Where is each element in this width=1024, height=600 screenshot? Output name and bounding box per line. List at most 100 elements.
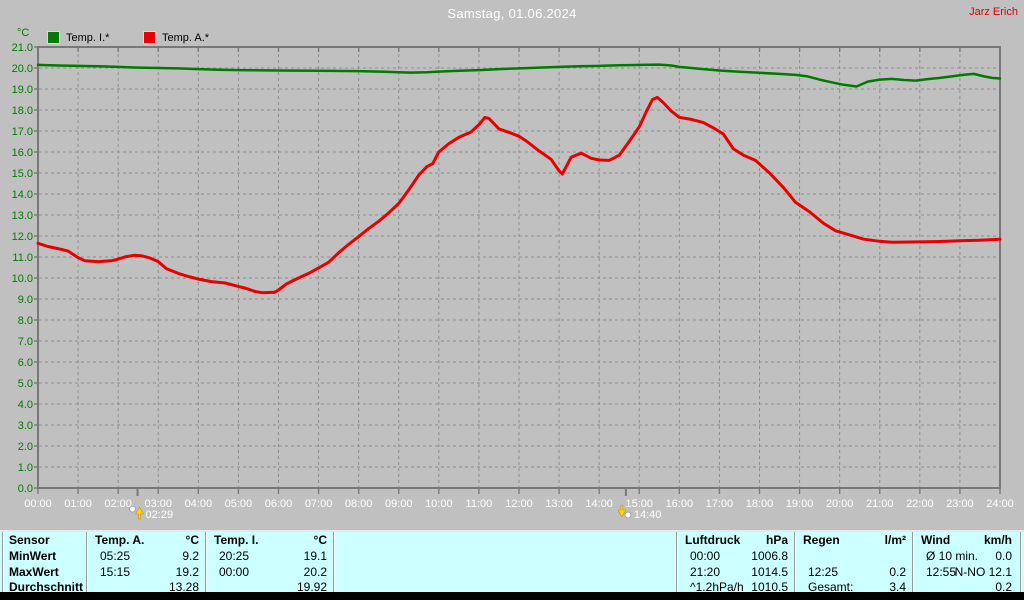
x-tick-label: 10:00 [425, 498, 453, 510]
stat-value: 0.2 [889, 565, 906, 579]
x-tick-label: 17:00 [706, 498, 734, 510]
stat-time-value: 00:00 [219, 565, 250, 579]
x-tick-label: 18:00 [746, 498, 774, 510]
table-divider [2, 532, 4, 594]
stat-col-unit: km/h [983, 533, 1012, 547]
table-divider [333, 532, 335, 594]
stat-value: 9.2 [182, 549, 199, 563]
stat-value: 19.92 [296, 580, 327, 594]
page-title: Samstag, 01.06.2024 [447, 6, 577, 21]
stat-value: 1006.8 [751, 549, 788, 563]
stat-value: 0.2 [995, 580, 1012, 594]
table-divider [205, 532, 207, 594]
bottom-bar [0, 592, 1024, 600]
stat-time-value: 05:25 [100, 549, 131, 563]
marker-time-label: 02:29 [146, 509, 174, 521]
x-tick-label: 21:00 [866, 498, 894, 510]
x-tick-label: 19:00 [786, 498, 814, 510]
x-tick-label: 15:00 [625, 498, 653, 510]
stat-col-header: Wind [921, 533, 951, 547]
x-tick-label: 13:00 [545, 498, 573, 510]
y-tick-label: 10.0 [12, 273, 33, 285]
y-tick-label: 6.0 [18, 357, 33, 369]
stat-time-value: 21:20 [690, 565, 721, 579]
x-tick-label: 01:00 [64, 498, 92, 510]
marker-time-label: 14:40 [634, 509, 662, 521]
x-tick-label: 12:00 [505, 498, 533, 510]
table-divider [1020, 532, 1022, 594]
stat-col-header: Temp. I. [214, 533, 259, 547]
x-tick-label: 14:00 [585, 498, 613, 510]
x-tick-label: 08:00 [345, 498, 373, 510]
stat-row-label: Durchschnitt [9, 580, 84, 594]
stat-value: 19.1 [303, 549, 327, 563]
sunrise-icon [129, 505, 136, 513]
legend-label-temp-inside: Temp. I.* [66, 31, 110, 44]
stat-row-label: Sensor [9, 533, 50, 547]
sunset-arrow-icon [617, 504, 627, 518]
x-tick-label: 04:00 [185, 498, 213, 510]
stat-time-value: Gesamt: [808, 580, 854, 594]
author-label: Jarz Erich [969, 6, 1018, 18]
stat-time-value: 12:25 [808, 565, 839, 579]
temperature-chart: 0.0 1.0 2.0 3.0 4.0 5.0 6.0 7.0 8.0 9.0 10.0 11.0 12… [12, 42, 1014, 521]
y-tick-label: 17.0 [12, 126, 33, 138]
x-tick-label: 22:00 [906, 498, 934, 510]
y-tick-label: 12.0 [12, 231, 33, 243]
table-divider [912, 532, 914, 594]
y-tick-label: 15.0 [12, 168, 33, 180]
stats-table: Sensor MinWert MaxWert Durchschnitt Temp. A.… [0, 530, 1024, 594]
sunrise-arrow-icon [135, 506, 144, 520]
stat-time-value: Ø 10 min. [926, 549, 979, 563]
table-divider [86, 532, 88, 594]
stat-value: 19.2 [175, 565, 199, 579]
legend-label-temp-outside: Temp. A.* [162, 31, 210, 44]
x-tick-label: 24:00 [986, 498, 1014, 510]
x-tick-label: 07:00 [305, 498, 333, 510]
x-tick-label: 23:00 [946, 498, 974, 510]
stat-col-unit: °C [313, 533, 327, 547]
x-tick-label: 02:00 [104, 498, 132, 510]
y-tick-label: 11.0 [12, 252, 33, 264]
y-tick-label: 4.0 [18, 399, 33, 411]
stat-value: 13.28 [168, 580, 199, 594]
stat-value: 3.4 [889, 580, 906, 594]
stat-value: 0.0 [995, 549, 1012, 563]
x-tick-label: 05:00 [225, 498, 253, 510]
stat-value: 20.2 [303, 565, 327, 579]
stat-time-value: 20:25 [219, 549, 250, 563]
stat-value: 1014.5 [751, 565, 788, 579]
table-divider [676, 532, 678, 594]
stat-col-unit: l/m² [884, 533, 906, 547]
stat-row-label: MaxWert [9, 565, 59, 579]
temp-inside-swatch-icon [47, 31, 60, 44]
y-tick-label: 9.0 [18, 294, 33, 306]
temp-inside-line [36, 63, 1002, 88]
y-tick-label: 7.0 [18, 336, 33, 348]
x-tick-label: 00:00 [24, 498, 52, 510]
y-axis-unit-label: °C [17, 27, 30, 39]
stat-col-header: Regen [803, 533, 840, 547]
x-tick-label: 06:00 [265, 498, 293, 510]
stat-time-value: 12:55 [926, 565, 957, 579]
y-tick-label: 21.0 [12, 42, 33, 54]
y-tick-label: 0.0 [18, 483, 33, 495]
x-tick-label: 16:00 [666, 498, 694, 510]
sunset-icon [624, 511, 632, 519]
stat-col-header: Luftdruck [685, 533, 741, 547]
stat-time-value: ^1.2hPa/h [690, 580, 744, 594]
x-tick-label: 11:00 [466, 498, 493, 510]
stat-value: N-NO 12.1 [954, 565, 1012, 579]
x-tick-label: 03:00 [144, 498, 172, 510]
y-tick-label: 3.0 [18, 420, 33, 432]
temp-outside-line [36, 95, 1002, 295]
stat-col-header: Temp. A. [95, 533, 145, 547]
y-tick-label: 13.0 [12, 210, 33, 222]
x-tick-label: 09:00 [385, 498, 413, 510]
y-tick-label: 18.0 [12, 105, 33, 117]
y-tick-label: 1.0 [18, 462, 33, 474]
y-tick-label: 8.0 [18, 315, 33, 327]
stat-col-unit: °C [185, 533, 199, 547]
stat-time-value: 15:15 [100, 565, 131, 579]
